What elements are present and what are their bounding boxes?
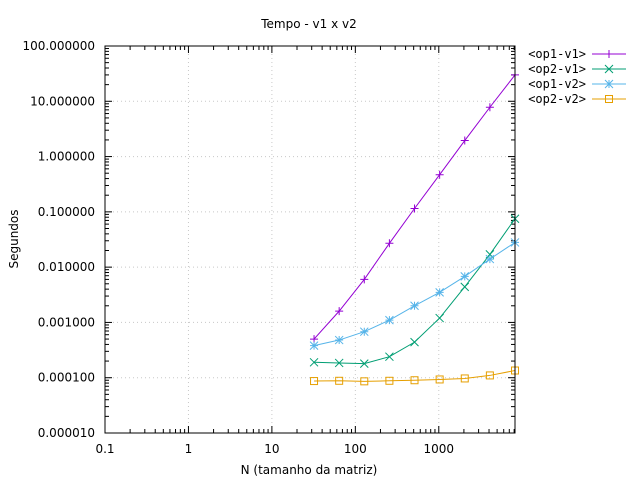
x-axis-label: N (tamanho da matriz) xyxy=(241,463,378,477)
y-tick-label: 1.000000 xyxy=(38,150,95,164)
y-tick-label: 0.000100 xyxy=(38,371,95,385)
series-2 xyxy=(309,214,520,368)
y-tick-label: 10.000000 xyxy=(30,94,95,108)
data-point xyxy=(385,315,394,325)
data-point xyxy=(360,377,369,386)
data-point xyxy=(485,371,494,380)
data-point xyxy=(334,335,344,345)
data-point xyxy=(335,307,344,316)
data-point xyxy=(460,282,470,292)
series-3 xyxy=(309,238,520,351)
data-point xyxy=(360,275,369,284)
legend-item: <op1-v2> xyxy=(528,77,626,91)
data-point xyxy=(385,239,394,248)
legend-marker xyxy=(605,50,613,58)
legend-marker xyxy=(605,95,613,103)
data-point xyxy=(385,352,394,362)
series-4 xyxy=(310,366,519,386)
x-tick-label: 0.1 xyxy=(95,442,114,456)
plot-frame xyxy=(104,45,516,434)
data-point xyxy=(410,376,419,385)
data-point xyxy=(359,327,369,337)
y-axis-label: Segundos xyxy=(7,209,21,268)
legend-item: <op2-v2> xyxy=(528,92,626,106)
legend-marker xyxy=(604,79,614,89)
y-tick-label: 100.000000 xyxy=(22,39,95,53)
data-point xyxy=(435,287,444,297)
series-line xyxy=(313,242,516,347)
legend-item: <op1-v1> xyxy=(528,47,626,61)
legend-label: <op2-v1> xyxy=(528,62,586,76)
data-point xyxy=(410,301,419,311)
data-point xyxy=(460,272,470,281)
data-point xyxy=(410,337,419,347)
x-tick-label: 1000 xyxy=(424,442,455,456)
data-point xyxy=(334,358,344,368)
x-tick-label: 1 xyxy=(185,442,193,456)
legend-item: <op2-v1> xyxy=(528,62,626,76)
series-line xyxy=(314,370,516,382)
chart-title: Tempo - v1 x v2 xyxy=(260,17,356,31)
legend: <op1-v1><op2-v1><op1-v2><op2-v2> xyxy=(528,47,626,106)
y-tick-label: 0.010000 xyxy=(38,260,95,274)
legend-label: <op2-v2> xyxy=(528,92,586,106)
axis-ticks: 0.1 1 10 100 1000 0.000010 0.000100 0.001000 0.0… xyxy=(22,39,515,456)
y-tick-label: 0.001000 xyxy=(38,315,95,329)
data-point xyxy=(435,313,444,323)
legend-marker xyxy=(604,64,614,74)
data-point xyxy=(485,254,495,264)
data-point xyxy=(335,376,344,385)
data-point xyxy=(359,359,369,368)
y-tick-label: 0.000010 xyxy=(38,426,95,440)
data-series xyxy=(309,70,520,386)
data-point xyxy=(485,103,494,112)
data-point xyxy=(435,170,444,179)
data-point xyxy=(385,376,394,385)
data-point xyxy=(410,204,419,213)
y-tick-label: 0.100000 xyxy=(38,205,95,219)
data-point xyxy=(460,136,469,145)
grid xyxy=(105,46,515,433)
data-point xyxy=(310,377,319,386)
data-point xyxy=(309,341,319,351)
legend-label: <op1-v1> xyxy=(528,47,586,61)
data-point xyxy=(309,357,319,367)
data-point xyxy=(460,374,469,383)
x-tick-label: 100 xyxy=(344,442,367,456)
legend-label: <op1-v2> xyxy=(528,77,586,91)
x-tick-label: 10 xyxy=(264,442,279,456)
data-point xyxy=(435,375,444,384)
